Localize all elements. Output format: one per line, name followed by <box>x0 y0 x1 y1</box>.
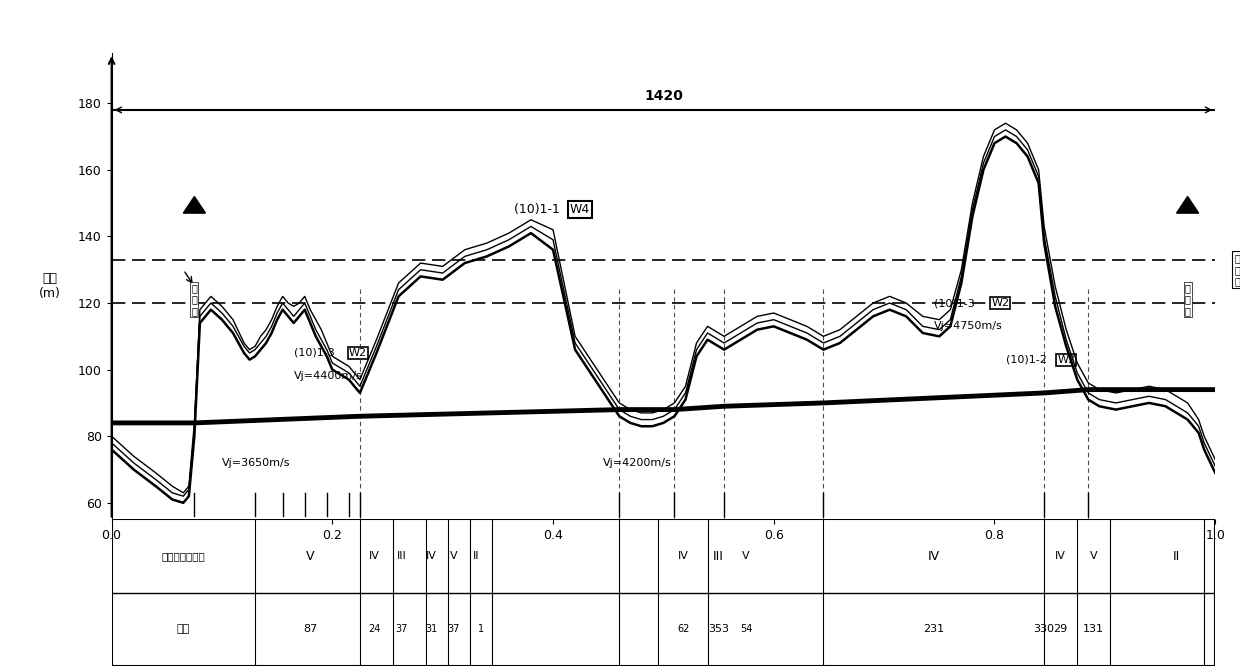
Polygon shape <box>1177 196 1199 213</box>
Text: (10)1-2: (10)1-2 <box>1006 354 1050 365</box>
Polygon shape <box>184 196 206 213</box>
Text: V: V <box>1090 551 1097 561</box>
Text: 口
洞
进: 口 洞 进 <box>191 283 197 316</box>
Text: 330: 330 <box>1034 624 1055 635</box>
Text: 353: 353 <box>708 624 729 635</box>
Text: 口
线
洞: 口 线 洞 <box>1234 253 1240 286</box>
Text: IV: IV <box>928 549 940 563</box>
Text: II: II <box>1173 549 1180 563</box>
Text: 1420: 1420 <box>644 89 683 103</box>
Text: 54: 54 <box>740 624 753 635</box>
Text: 37: 37 <box>448 624 460 635</box>
Text: 87: 87 <box>303 624 317 635</box>
Text: V: V <box>306 549 315 563</box>
Text: Vj=4750m/s: Vj=4750m/s <box>934 321 1002 332</box>
Text: IV: IV <box>427 551 436 561</box>
Text: W3: W3 <box>1058 354 1075 365</box>
Text: 长度: 长度 <box>177 624 190 635</box>
Text: IV: IV <box>1055 551 1066 561</box>
Text: 24: 24 <box>368 624 381 635</box>
Text: III: III <box>397 551 407 561</box>
Text: 口
洞
出: 口 洞 出 <box>1184 283 1190 316</box>
Text: V: V <box>743 551 750 561</box>
Text: IV: IV <box>368 551 379 561</box>
Text: IV: IV <box>678 551 688 561</box>
Text: II: II <box>472 551 479 561</box>
Text: 131: 131 <box>1084 624 1105 635</box>
Text: Vj=4200m/s: Vj=4200m/s <box>603 458 671 468</box>
Text: W2: W2 <box>991 298 1009 308</box>
Text: (10)1-3: (10)1-3 <box>934 298 978 308</box>
Text: Vj=4400m/s: Vj=4400m/s <box>294 371 362 382</box>
Text: 1: 1 <box>479 624 485 635</box>
Text: 231: 231 <box>924 624 945 635</box>
Text: (10)1-1: (10)1-1 <box>515 203 564 216</box>
Text: 62: 62 <box>677 624 689 635</box>
Y-axis label: 标高
(m): 标高 (m) <box>40 272 61 300</box>
Text: III: III <box>713 549 724 563</box>
Text: 37: 37 <box>396 624 408 635</box>
Text: (10)1-3: (10)1-3 <box>294 348 339 358</box>
Text: Vj=3650m/s: Vj=3650m/s <box>222 458 290 468</box>
Text: 31: 31 <box>425 624 438 635</box>
Text: W2: W2 <box>348 348 367 358</box>
Text: V: V <box>450 551 458 561</box>
Text: 原围岩级别划分: 原围岩级别划分 <box>161 551 205 561</box>
Text: 29: 29 <box>1054 624 1068 635</box>
Text: W4: W4 <box>569 203 590 216</box>
